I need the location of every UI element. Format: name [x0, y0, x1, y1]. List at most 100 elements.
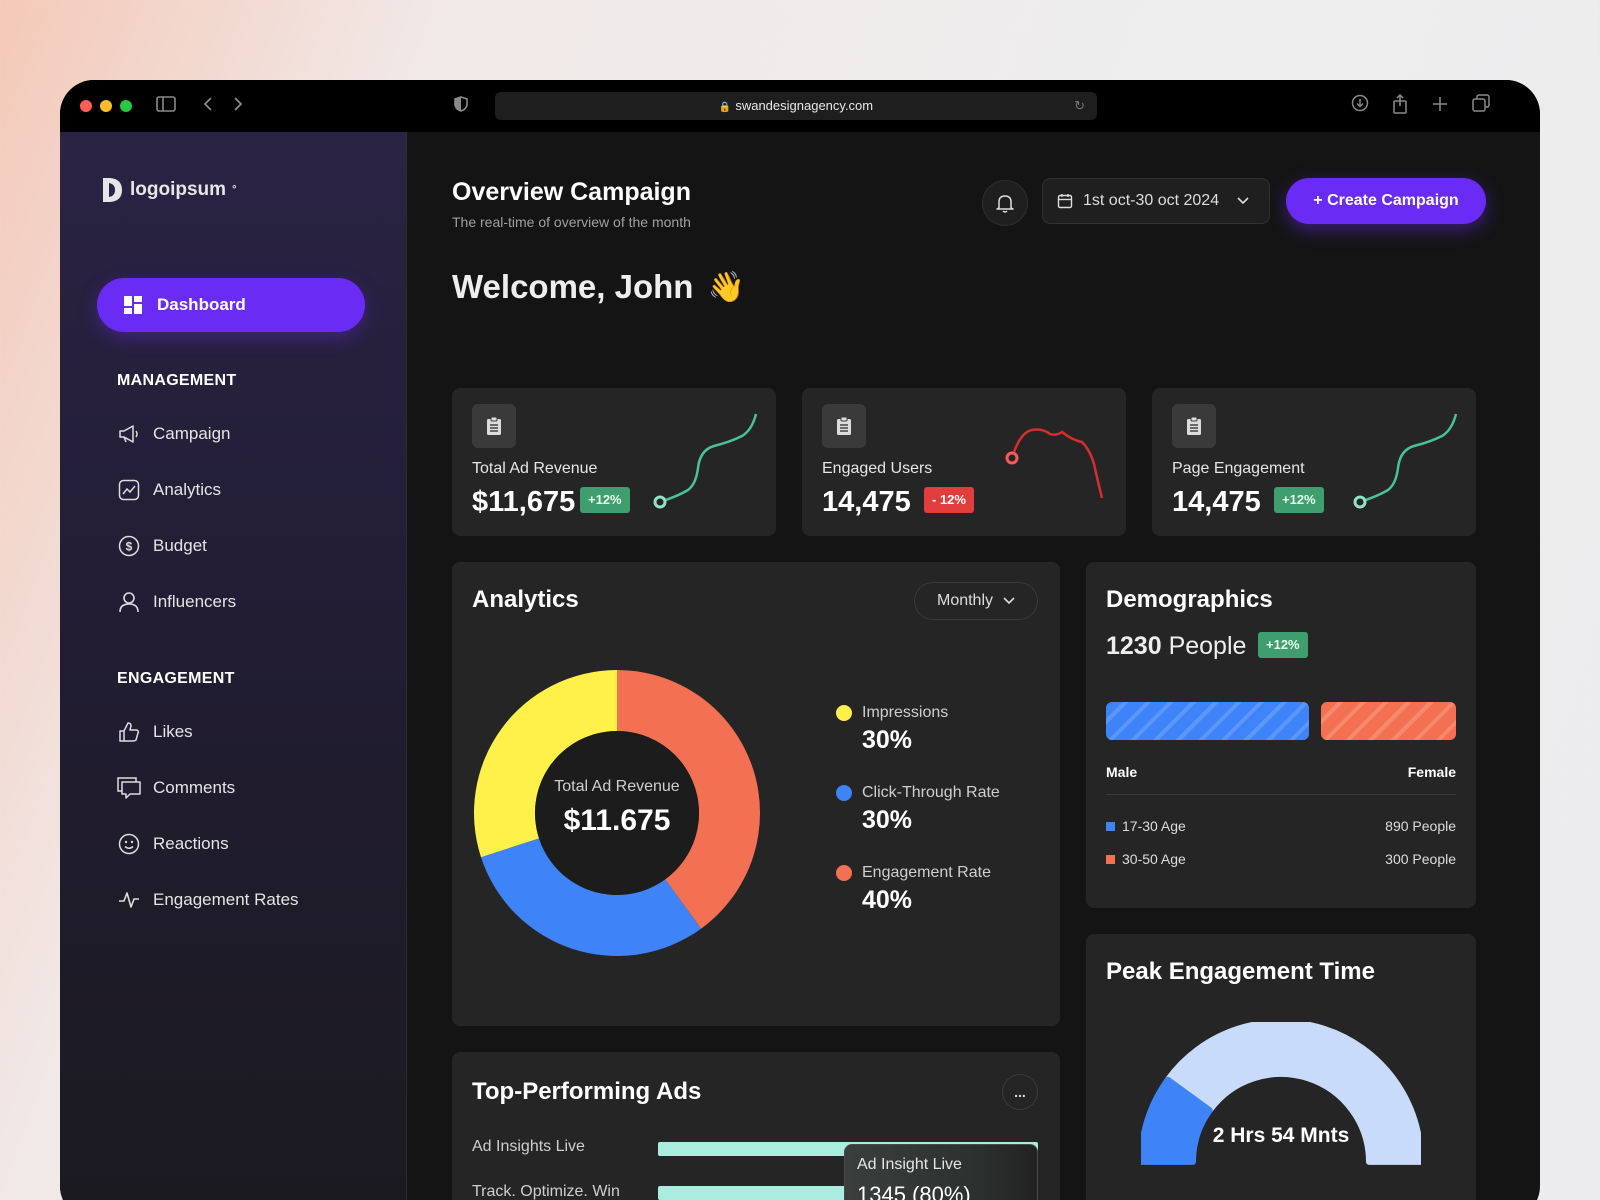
legend-label: Engagement Rate	[862, 864, 991, 881]
ad-name: Ad Insights Live	[472, 1138, 585, 1155]
legend-dot	[836, 705, 852, 721]
dashboard-grid-icon	[124, 296, 142, 314]
age-value: 890 People	[1385, 818, 1456, 834]
donut-slice-click-through-rate[interactable]	[480, 838, 702, 956]
trend-sparkline-down	[1005, 428, 1104, 499]
address-bar[interactable]: 🔒 swandesignagency.com ↻	[495, 92, 1097, 120]
sidebar-item-budget[interactable]: $ Budget	[117, 534, 207, 558]
sidebar-item-label: Analytics	[153, 480, 222, 499]
share-icon[interactable]	[1392, 93, 1408, 120]
sidebar-item-dashboard[interactable]: Dashboard	[97, 278, 365, 332]
tabs-overview-icon[interactable]	[1472, 94, 1490, 118]
zoom-window-button[interactable]	[120, 100, 132, 112]
demographics-title: Demographics	[1106, 586, 1273, 613]
stat-change-badge: +12%	[580, 487, 630, 513]
donut-chart	[474, 670, 760, 956]
minimize-window-button[interactable]	[100, 100, 112, 112]
sidebar-item-likes[interactable]: Likes	[117, 720, 193, 744]
sidebar-item-label: Budget	[153, 536, 207, 555]
download-icon[interactable]	[1351, 94, 1369, 118]
dashboard-label: Dashboard	[157, 295, 246, 314]
more-options-button[interactable]: ...	[1002, 1074, 1038, 1110]
age-value: 300 People	[1385, 851, 1456, 867]
stat-change-badge: - 12%	[924, 487, 974, 513]
reload-icon[interactable]: ↻	[1074, 98, 1085, 113]
male-share-bar	[1106, 702, 1309, 740]
svg-text:$: $	[126, 540, 133, 554]
page-title: Overview Campaign	[452, 178, 691, 206]
legend-value: 40%	[862, 886, 913, 914]
shield-icon[interactable]	[454, 94, 468, 118]
sidebar-item-engagement-rates[interactable]: Engagement Rates	[117, 888, 299, 912]
sidebar-item-analytics[interactable]: Analytics	[117, 478, 221, 502]
thumbs-up-icon	[117, 720, 141, 744]
stat-card-revenue: Total Ad Revenue $11,675 +12%	[452, 388, 776, 536]
donut-slice-impressions[interactable]	[474, 670, 617, 858]
logo[interactable]: logoipsum °	[100, 176, 236, 204]
browser-titlebar: 🔒 swandesignagency.com ↻	[60, 80, 1540, 132]
management-section-title: MANAGEMENT	[117, 372, 237, 389]
sidebar-item-campaign[interactable]: Campaign	[117, 422, 231, 446]
male-label: Male	[1106, 764, 1138, 780]
forward-arrow-icon[interactable]	[232, 94, 244, 118]
dollar-icon: $	[117, 534, 141, 558]
demographics-change-badge: +12%	[1258, 632, 1308, 658]
legend-square	[1106, 855, 1115, 864]
female-label: Female	[1407, 764, 1456, 780]
stat-value: $11,675	[472, 486, 576, 518]
stat-card-page-engagement: Page Engagement 14,475 +12%	[1152, 388, 1476, 536]
trend-sparkline-up	[1353, 413, 1458, 509]
sidebar-item-label: Comments	[153, 778, 236, 797]
smile-icon	[117, 832, 141, 856]
date-range-picker[interactable]: 1st oct-30 oct 2024	[1042, 178, 1270, 224]
megaphone-icon	[117, 422, 141, 446]
date-range-text: 1st oct-30 oct 2024	[1083, 192, 1220, 209]
donut-hole	[535, 731, 699, 895]
sidebar-item-influencers[interactable]: Influencers	[117, 590, 236, 614]
trend-sparkline-up	[653, 413, 758, 509]
sidebar-item-reactions[interactable]: Reactions	[117, 832, 229, 856]
sidebar: logoipsum ° Dashboard MANAGEMENT Campaign…	[60, 132, 407, 1200]
donut-center-label: Total Ad Revenue	[554, 778, 680, 795]
tooltip-title: Ad Insight Live	[857, 1156, 962, 1173]
period-dropdown[interactable]: Monthly	[914, 582, 1038, 620]
legend-label: Click-Through Rate	[862, 784, 1000, 801]
analytics-card: Analytics Monthly Total Ad Revenue $11.6…	[452, 562, 1060, 1026]
legend-item: Engagement Rate 40%	[836, 864, 991, 915]
new-tab-icon[interactable]	[1432, 94, 1448, 118]
engagement-section-title: ENGAGEMENT	[117, 670, 235, 687]
user-icon	[117, 590, 141, 614]
top-ads-title: Top-Performing Ads	[472, 1078, 702, 1105]
peak-title: Peak Engagement Time	[1106, 958, 1375, 985]
legend-item: Click-Through Rate 30%	[836, 784, 1000, 835]
age-label: 30-50 Age	[1122, 851, 1186, 867]
stat-change-badge: +12%	[1274, 487, 1324, 513]
legend-dot	[836, 785, 852, 801]
stat-label: Engaged Users	[822, 460, 933, 477]
stat-label: Total Ad Revenue	[472, 460, 598, 477]
stat-card-engaged-users: Engaged Users 14,475 - 12%	[802, 388, 1126, 536]
back-arrow-icon[interactable]	[202, 94, 214, 118]
sidebar-item-comments[interactable]: Comments	[117, 776, 235, 800]
page-subtitle: The real-time of overview of the month	[452, 214, 691, 230]
logo-text: logoipsum	[130, 179, 227, 200]
notifications-button[interactable]	[982, 180, 1028, 226]
bell-icon	[996, 195, 1014, 213]
divider	[1106, 794, 1456, 795]
sidebar-toggle-icon[interactable]	[156, 94, 176, 118]
donut-center-value: $11.675	[563, 804, 671, 837]
legend-label: Impressions	[862, 704, 949, 721]
demographics-count: 1230 People	[1106, 632, 1246, 661]
chevron-down-icon	[1237, 197, 1249, 205]
create-campaign-button[interactable]: + Create Campaign	[1286, 178, 1486, 224]
donut-slice-engagement-rate[interactable]	[617, 670, 760, 929]
chart-icon	[117, 478, 141, 502]
lock-icon: 🔒	[718, 102, 732, 113]
sidebar-item-label: Likes	[153, 722, 193, 741]
ad-tooltip: Ad Insight Live 1345 (80%)	[844, 1144, 1038, 1200]
stat-label: Page Engagement	[1172, 460, 1305, 477]
gauge-fill	[1141, 1076, 1213, 1165]
tooltip-value: 1345 (80%)	[857, 1182, 971, 1200]
sidebar-item-label: Engagement Rates	[153, 890, 299, 909]
close-window-button[interactable]	[80, 100, 92, 112]
